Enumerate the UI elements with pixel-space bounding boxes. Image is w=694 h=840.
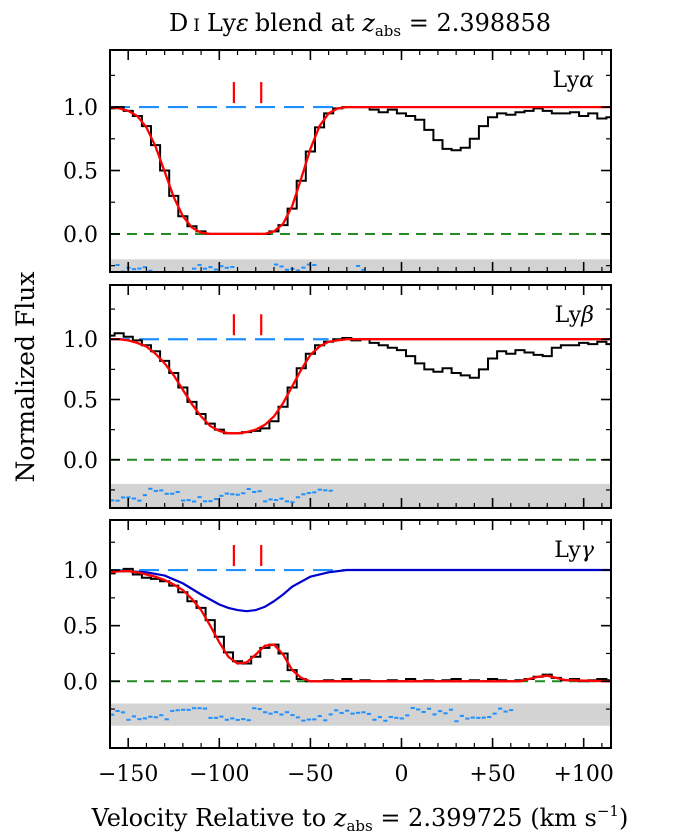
flux-data-line bbox=[110, 332, 611, 435]
x-tick-label: −100 bbox=[189, 762, 249, 787]
x-tick-label: 0 bbox=[394, 762, 408, 787]
panel-frame bbox=[109, 49, 612, 273]
residual-band bbox=[110, 483, 611, 508]
y-tick-label: 1.0 bbox=[63, 96, 98, 121]
panel-3: 0.0 0.5 1.0 Lyγ −150 −100 −50 0 +50 +100 bbox=[63, 519, 614, 787]
fit-model-line bbox=[110, 105, 611, 236]
y-tick-label: 1.0 bbox=[63, 328, 98, 353]
panel-label: Lyβ bbox=[555, 303, 594, 328]
y-tick-label: 0.5 bbox=[63, 160, 98, 185]
fit-model-line bbox=[110, 570, 611, 683]
panel-label: Lyα bbox=[552, 68, 594, 93]
y-tick-label: 0.5 bbox=[63, 389, 98, 414]
residual-band bbox=[110, 259, 611, 272]
panel-1: 0.0 0.5 1.0 Lyα bbox=[63, 49, 612, 273]
y-tick-label: 0.0 bbox=[63, 670, 98, 695]
x-tick-label: +100 bbox=[553, 762, 613, 787]
x-tick-label: +50 bbox=[469, 762, 515, 787]
panel-label-symbol: γ bbox=[581, 538, 595, 563]
panel-label: Lyγ bbox=[554, 538, 595, 563]
y-tick-label: 0.0 bbox=[63, 449, 98, 474]
plot-area bbox=[110, 545, 611, 726]
panels-group: 0.00.51.0Lyα0.00.51.0Lyβ0.00.51.0Lyγ−150… bbox=[63, 49, 614, 787]
fit-model-line bbox=[110, 338, 611, 435]
y-tick-label: 1.0 bbox=[63, 559, 98, 584]
y-axis-label: Normalized Flux bbox=[11, 272, 40, 483]
panel-label-symbol: β bbox=[580, 303, 594, 328]
x-tick-label: −150 bbox=[98, 762, 158, 787]
panel-2: 0.0 0.5 1.0 Lyβ bbox=[63, 284, 612, 509]
flux-data-line bbox=[110, 106, 611, 235]
plot-area bbox=[110, 82, 611, 272]
component-model-line bbox=[110, 568, 611, 613]
panel-frame bbox=[109, 284, 612, 509]
x-axis-label: Velocity Relative to zabs = 2.399725 (km… bbox=[91, 802, 629, 835]
panel-label-base: Ly bbox=[552, 68, 579, 93]
y-tick-label: 0.0 bbox=[63, 223, 98, 248]
plot-area bbox=[110, 314, 611, 508]
panel-label-symbol: α bbox=[579, 68, 594, 93]
panel-frame bbox=[109, 519, 612, 749]
panel-label-base: Ly bbox=[554, 538, 581, 563]
x-tick-label: −50 bbox=[287, 762, 333, 787]
y-tick-label: 0.5 bbox=[63, 615, 98, 640]
chart-title: D I Lyε blend at zabs = 2.398858 bbox=[169, 9, 551, 40]
panel-label-base: Ly bbox=[555, 303, 582, 328]
residual-band bbox=[110, 703, 611, 726]
